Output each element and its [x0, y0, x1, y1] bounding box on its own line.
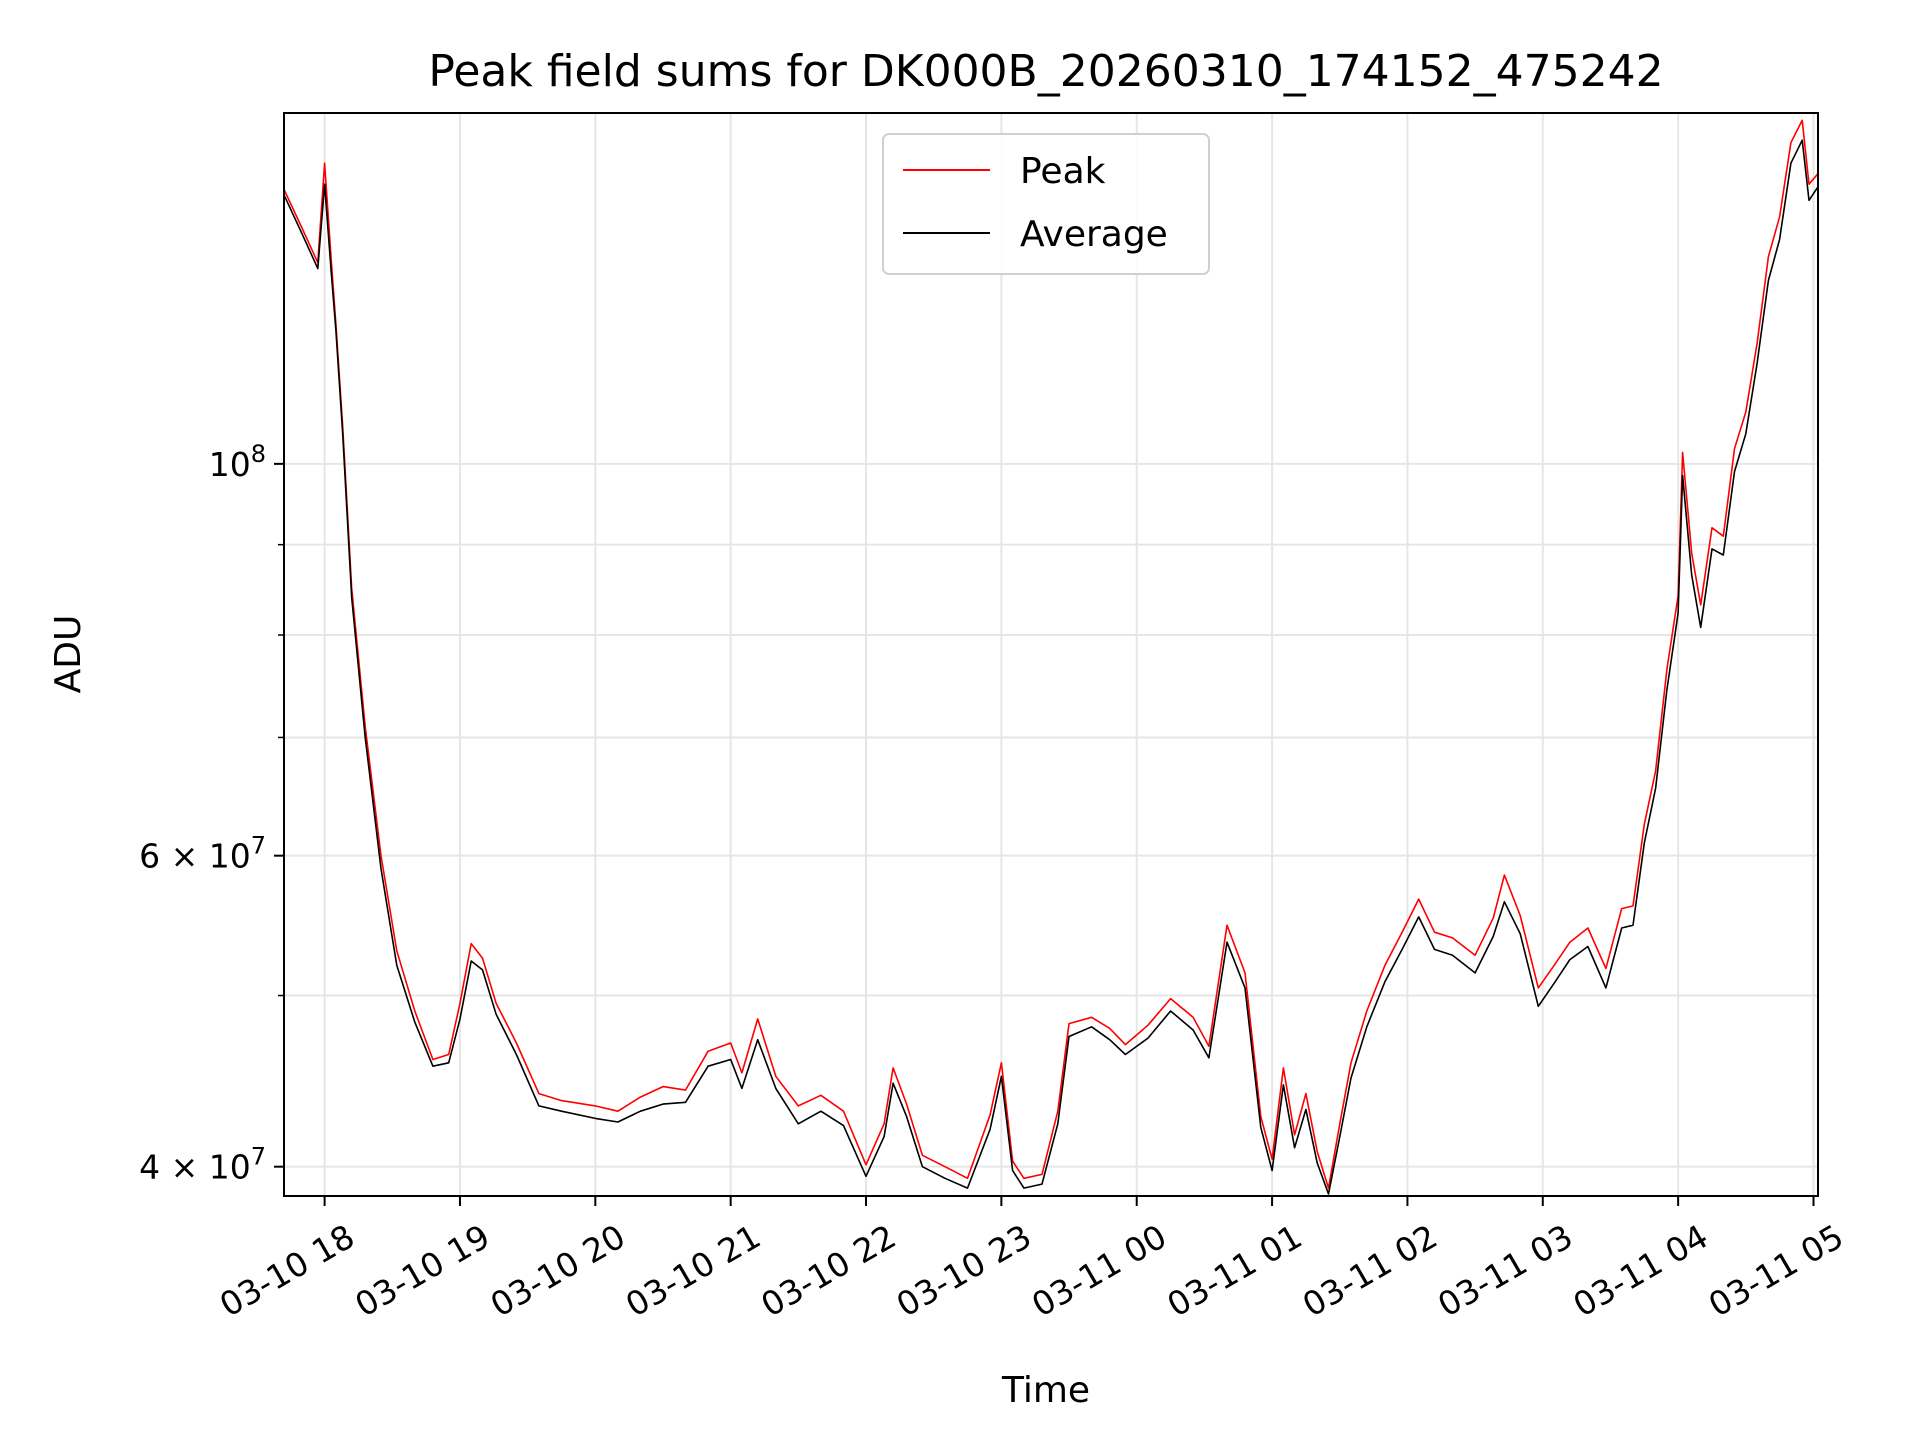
y-tick-label: 4 × 107 — [139, 1143, 266, 1187]
grid — [284, 113, 1818, 1196]
plot-area — [283, 112, 1819, 1197]
series-layer — [284, 119, 1818, 1195]
y-tick-label: 6 × 107 — [139, 832, 266, 876]
series-line-peak — [284, 119, 1818, 1189]
legend-label-peak: Peak — [1020, 151, 1106, 192]
y-axis-label: ADU — [48, 615, 89, 694]
plot-frame — [283, 112, 1819, 1197]
chart-title: Peak field sums for DK000B_20260310_1741… — [428, 46, 1663, 97]
legend: Peak Average — [882, 133, 1210, 275]
x-axis-label: Time — [1001, 1370, 1090, 1411]
legend-label-average: Average — [1020, 214, 1168, 255]
y-axis: 4 × 107 6 × 107 108 — [139, 440, 284, 1187]
y-tick-label: 108 — [209, 440, 266, 484]
series-line-average — [284, 139, 1818, 1195]
